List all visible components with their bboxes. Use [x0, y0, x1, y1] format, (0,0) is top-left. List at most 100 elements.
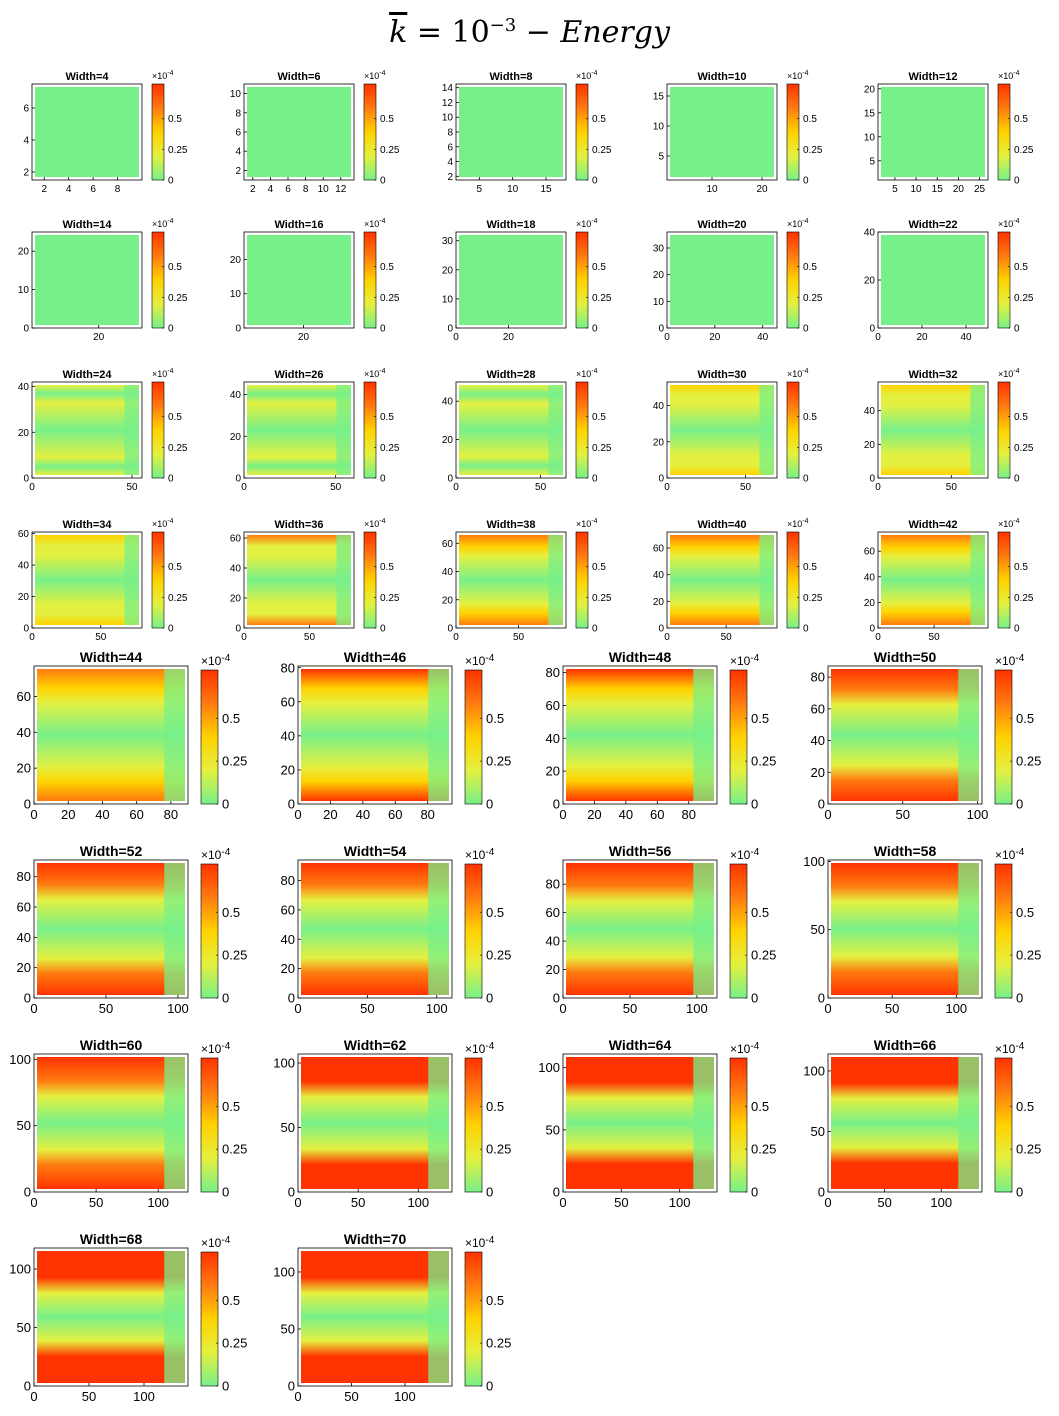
heatmap-panel: Width=16 20 0 10 20 ×10-4 0.5 0.25 0 [230, 218, 400, 343]
colorbar-tick-label: 0.5 [168, 262, 182, 273]
heatmap-field [566, 863, 714, 995]
y-tick-label: 6 [235, 128, 241, 139]
panel-title: Width=70 [344, 1232, 407, 1247]
colorbar-tick-label: 0 [803, 324, 809, 335]
y-tick-label: 40 [18, 561, 30, 572]
y-tick-label: 80 [546, 665, 560, 680]
colorbar-tick-label: 0 [592, 176, 598, 187]
x-tick-label: 0 [824, 1195, 831, 1210]
panel-title: Width=64 [609, 1038, 672, 1053]
panel-title: Width=14 [62, 219, 112, 231]
y-tick-label: 0 [447, 474, 453, 485]
heatmap-panel: Width=42 0 50 0 20 40 60 ×10-4 0.5 0.25 0 [864, 518, 1034, 643]
x-tick-label: 50 [929, 632, 941, 643]
y-tick-label: 40 [442, 567, 454, 578]
x-tick-label: 80 [681, 807, 695, 822]
x-tick-label: 20 [61, 807, 75, 822]
heatmap-edge-fade [428, 669, 449, 801]
x-tick-label: 50 [721, 632, 733, 643]
y-tick-label: 20 [230, 255, 242, 266]
y-tick-label: 8 [447, 128, 453, 139]
heatmap-panel: Width=28 0 50 0 20 40 ×10-4 0.5 0.25 0 [442, 368, 612, 493]
colorbar-tick-label: 0.25 [751, 948, 776, 963]
y-tick-label: 6 [23, 104, 29, 115]
y-tick-label: 2 [235, 166, 241, 177]
x-tick-label: 50 [535, 482, 547, 493]
colorbar-tick-label: 0.25 [168, 293, 188, 304]
x-tick-label: 0 [30, 807, 37, 822]
colorbar-tick-label: 0.25 [486, 1142, 511, 1157]
colorbar [729, 669, 748, 805]
y-tick-label: 0 [553, 797, 560, 812]
colorbar-tick-label: 0.25 [592, 443, 612, 454]
x-tick-label: 100 [407, 1195, 429, 1210]
heatmap-field [670, 535, 774, 625]
x-tick-label: 0 [559, 807, 566, 822]
heatmap-panel: Width=58 0 50 100 0 50 100 ×10-4 0.5 0.25 0 [803, 844, 1041, 1016]
colorbar-tick-label: 0 [168, 176, 174, 187]
heatmap-edge-fade [693, 669, 714, 801]
heatmap-field [37, 1057, 185, 1189]
y-tick-label: 10 [864, 132, 876, 143]
y-tick-label: 0 [658, 324, 664, 335]
y-tick-label: 40 [17, 725, 31, 740]
y-tick-label: 100 [803, 854, 825, 869]
x-tick-label: 50 [740, 482, 752, 493]
colorbar [786, 381, 800, 479]
colorbar-tick-label: 0 [380, 176, 386, 187]
x-tick-label: 40 [757, 332, 769, 343]
colorbar-multiplier: ×10-4 [465, 1235, 495, 1250]
y-tick-label: 0 [447, 624, 453, 635]
colorbar-multiplier: ×10-4 [152, 368, 174, 379]
colorbar [363, 381, 377, 479]
heatmap-panel: Width=24 0 50 0 20 40 ×10-4 0.5 0.25 0 [18, 368, 188, 493]
heatmap-edge-fade [336, 87, 351, 177]
colorbar-tick-label: 0.25 [1014, 145, 1034, 156]
colorbar [994, 669, 1013, 805]
colorbar-tick-label: 0.5 [486, 1293, 504, 1308]
heatmap-panel: Width=66 0 50 100 0 50 100 ×10-4 0.5 0.25 0 [803, 1038, 1041, 1210]
colorbar-tick-label: 0.25 [803, 443, 823, 454]
heatmap-field [247, 385, 351, 475]
colorbar-tick-label: 0 [1016, 1185, 1023, 1200]
heatmap-panel: Width=34 0 50 0 20 40 60 ×10-4 0.5 0.25 0 [18, 518, 188, 643]
heatmap-edge-fade [336, 235, 351, 325]
y-tick-label: 0 [818, 797, 825, 812]
y-tick-label: 40 [546, 934, 560, 949]
colorbar-tick-label: 0.25 [222, 1142, 247, 1157]
colorbar [200, 669, 219, 805]
x-tick-label: 100 [133, 1389, 155, 1404]
panel-title: Width=52 [80, 844, 143, 859]
x-tick-label: 4 [66, 184, 72, 195]
colorbar-tick-label: 0.25 [222, 1336, 247, 1351]
colorbar-multiplier: ×10-4 [998, 368, 1020, 379]
y-tick-label: 0 [553, 991, 560, 1006]
x-tick-label: 100 [426, 1001, 448, 1016]
panel-title: Width=36 [274, 519, 323, 531]
y-tick-label: 100 [9, 1262, 31, 1277]
colorbar-multiplier: ×10-4 [364, 70, 386, 81]
y-tick-label: 10 [18, 285, 30, 296]
y-tick-label: 40 [281, 932, 295, 947]
x-tick-label: 40 [619, 807, 633, 822]
colorbar-multiplier: ×10-4 [995, 1041, 1025, 1056]
x-tick-label: 0 [30, 1001, 37, 1016]
x-tick-label: 0 [241, 632, 247, 643]
y-tick-label: 60 [653, 544, 665, 555]
colorbar-tick-label: 0.5 [592, 262, 606, 273]
y-tick-label: 5 [869, 156, 875, 167]
colorbar-tick-label: 0 [803, 474, 809, 485]
heatmap-panel: Width=10 10 20 5 10 15 ×10-4 0.5 0.25 0 [653, 70, 823, 195]
heatmap-field [881, 87, 985, 177]
y-tick-label: 40 [442, 397, 454, 408]
y-tick-label: 20 [17, 761, 31, 776]
colorbar-tick-label: 0 [222, 991, 229, 1006]
colorbar-multiplier: ×10-4 [152, 518, 174, 529]
x-tick-label: 80 [420, 807, 434, 822]
y-tick-label: 40 [864, 228, 876, 239]
y-tick-label: 50 [811, 1124, 825, 1139]
heatmap-field [37, 669, 185, 801]
colorbar [786, 231, 800, 329]
x-tick-label: 80 [164, 807, 178, 822]
y-tick-label: 60 [281, 902, 295, 917]
